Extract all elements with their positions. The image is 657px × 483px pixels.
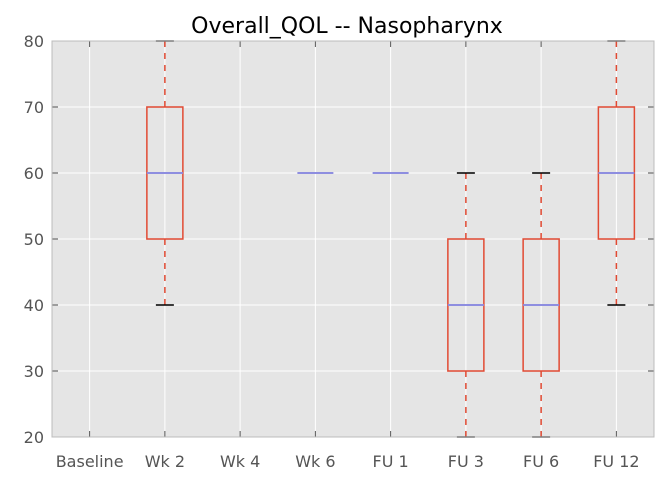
x-tick-label: FU 12	[593, 452, 639, 471]
y-axis: 20 30 40 50 60 70 80	[24, 32, 654, 447]
x-axis: Baseline Wk 2 Wk 4 Wk 6 FU 1 FU 3 FU 6 FU 12	[56, 41, 640, 471]
x-tick-label: FU 6	[523, 452, 559, 471]
x-tick-label: Wk 6	[295, 452, 335, 471]
x-tick-label: Wk 2	[145, 452, 185, 471]
x-tick-label: FU 1	[373, 452, 409, 471]
x-tick-label: Baseline	[56, 452, 124, 471]
y-tick-label: 80	[24, 32, 44, 51]
y-tick-label: 60	[24, 164, 44, 183]
y-tick-label: 70	[24, 98, 44, 117]
chart-title: Overall_QOL -- Nasopharynx	[191, 14, 503, 39]
x-tick-label: FU 3	[448, 452, 484, 471]
y-tick-label: 20	[24, 428, 44, 447]
y-tick-label: 30	[24, 362, 44, 381]
plot-frame	[51, 40, 655, 438]
y-tick-label: 40	[24, 296, 44, 315]
y-tick-label: 50	[24, 230, 44, 249]
x-tick-label: Wk 4	[220, 452, 260, 471]
